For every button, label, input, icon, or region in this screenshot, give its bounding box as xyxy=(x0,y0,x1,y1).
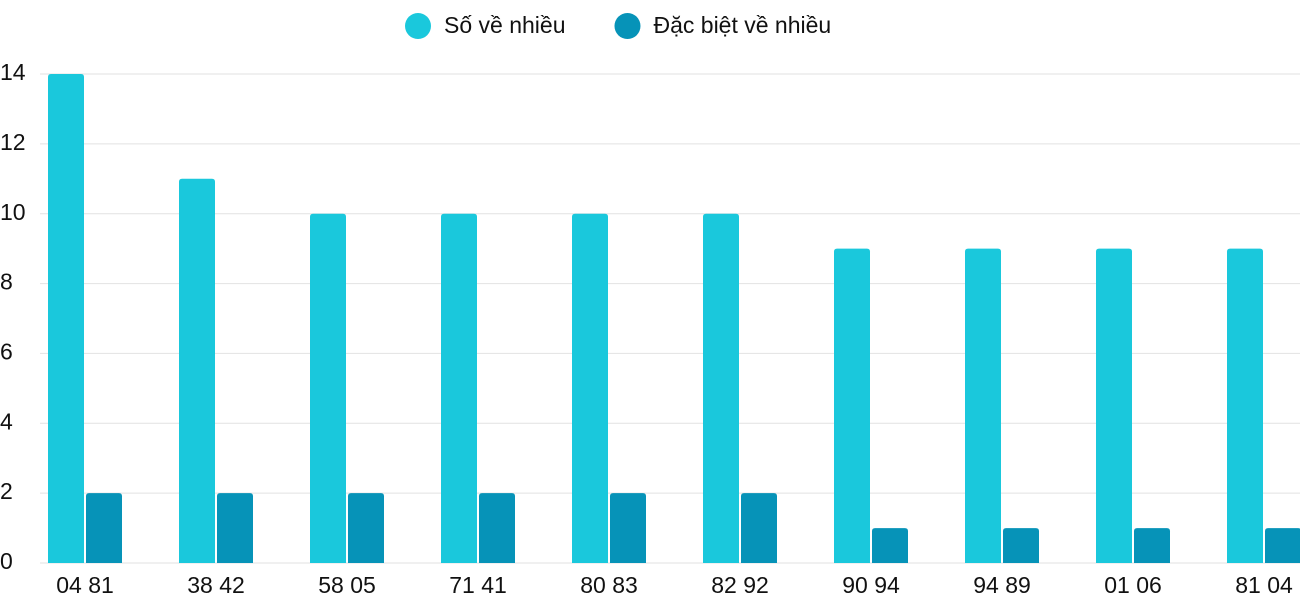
y-tick-label: 14 xyxy=(0,59,26,85)
y-tick-label: 6 xyxy=(0,339,13,365)
legend-label: Số về nhiều xyxy=(444,12,565,38)
bar xyxy=(703,213,739,563)
x-tick-label: 94 89 xyxy=(973,572,1031,598)
x-tick-label: 80 83 xyxy=(580,572,638,598)
y-tick-label: 8 xyxy=(0,269,13,295)
legend-marker xyxy=(405,13,431,39)
x-tick-label: 01 06 xyxy=(1104,572,1162,598)
bar xyxy=(1227,248,1263,563)
bar xyxy=(610,493,646,563)
x-tick-label: 04 81 xyxy=(56,572,114,598)
x-tick-label: 38 42 xyxy=(187,572,245,598)
bar xyxy=(834,248,870,563)
x-tick-label: 71 41 xyxy=(449,572,507,598)
y-tick-label: 0 xyxy=(0,548,13,574)
bar xyxy=(872,528,908,563)
bar xyxy=(348,493,384,563)
bar xyxy=(1265,528,1300,563)
legend-marker xyxy=(614,13,641,39)
bar xyxy=(310,213,346,563)
bar xyxy=(86,493,122,563)
y-tick-label: 2 xyxy=(0,478,13,504)
bar xyxy=(741,493,777,563)
bar xyxy=(217,493,253,563)
bar xyxy=(572,213,608,563)
bar xyxy=(1134,528,1170,563)
y-tick-label: 4 xyxy=(0,408,13,434)
bar xyxy=(479,493,515,563)
bar xyxy=(48,74,84,563)
bar xyxy=(1003,528,1039,563)
bar xyxy=(1096,248,1132,563)
bar xyxy=(965,248,1001,563)
y-tick-label: 10 xyxy=(0,199,26,225)
bar xyxy=(441,213,477,563)
x-tick-label: 82 92 xyxy=(711,572,769,598)
bar xyxy=(179,178,215,564)
y-tick-label: 12 xyxy=(0,129,26,155)
x-tick-label: 90 94 xyxy=(842,572,900,598)
x-tick-label: 81 04 xyxy=(1235,572,1293,598)
legend-label: Đặc biệt về nhiều xyxy=(653,12,831,38)
x-tick-label: 58 05 xyxy=(318,572,376,598)
